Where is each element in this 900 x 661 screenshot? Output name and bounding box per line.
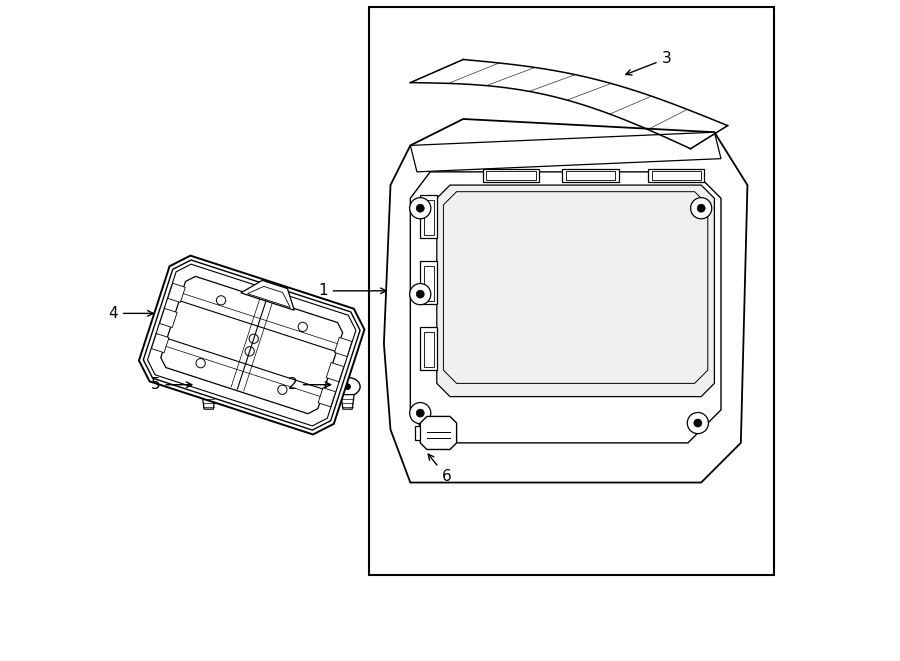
Circle shape <box>688 412 708 434</box>
Circle shape <box>690 198 712 219</box>
Polygon shape <box>384 119 747 483</box>
Circle shape <box>698 204 705 212</box>
Polygon shape <box>410 132 721 172</box>
Polygon shape <box>420 195 436 238</box>
Circle shape <box>410 403 431 424</box>
Circle shape <box>245 347 255 356</box>
Circle shape <box>345 384 350 389</box>
Text: 5: 5 <box>151 377 192 392</box>
Circle shape <box>278 385 287 395</box>
Circle shape <box>216 295 226 305</box>
Text: 3: 3 <box>626 51 671 75</box>
Polygon shape <box>420 416 456 449</box>
Circle shape <box>196 358 205 368</box>
Text: 2: 2 <box>288 377 330 392</box>
Ellipse shape <box>196 377 221 396</box>
Circle shape <box>410 198 431 219</box>
Polygon shape <box>159 309 177 328</box>
Text: 6: 6 <box>428 454 451 485</box>
Polygon shape <box>410 172 721 443</box>
Circle shape <box>298 323 308 332</box>
Circle shape <box>410 284 431 305</box>
Polygon shape <box>562 169 618 182</box>
Circle shape <box>417 204 424 212</box>
Polygon shape <box>415 426 420 440</box>
Ellipse shape <box>335 377 360 396</box>
Text: 4: 4 <box>108 306 153 321</box>
Polygon shape <box>420 327 436 370</box>
Polygon shape <box>167 284 185 303</box>
Polygon shape <box>241 280 294 310</box>
Polygon shape <box>327 362 344 381</box>
Circle shape <box>206 384 211 389</box>
Polygon shape <box>420 261 436 304</box>
Polygon shape <box>151 334 169 353</box>
Text: 1: 1 <box>318 284 386 298</box>
Polygon shape <box>318 387 336 407</box>
Circle shape <box>694 419 702 427</box>
Polygon shape <box>341 395 355 409</box>
Polygon shape <box>202 395 215 409</box>
Polygon shape <box>648 169 705 182</box>
Polygon shape <box>139 256 364 434</box>
Circle shape <box>417 409 424 417</box>
Polygon shape <box>335 337 352 356</box>
Polygon shape <box>436 185 715 397</box>
Circle shape <box>249 334 258 343</box>
Polygon shape <box>483 169 539 182</box>
Circle shape <box>417 290 424 298</box>
